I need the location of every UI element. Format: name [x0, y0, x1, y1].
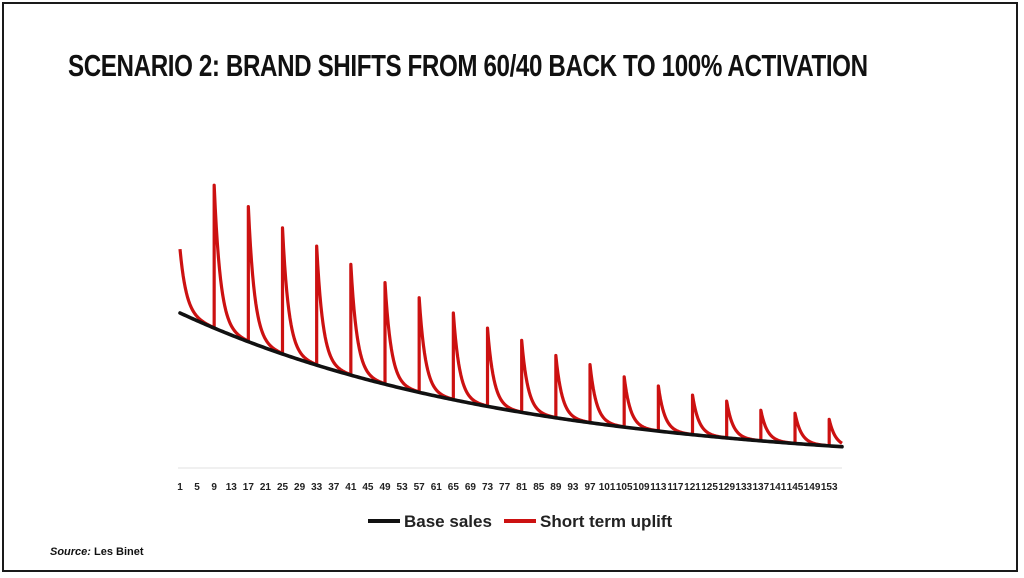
x-tick-label: 25	[277, 482, 289, 493]
source-prefix: Source:	[50, 546, 91, 558]
x-tick-label: 33	[311, 482, 323, 493]
x-axis-tick-labels: 1 5 9 13 17 21 25 29 33 37 41 45 49 53 57 61 65 69 73 77 81 8…	[177, 482, 838, 493]
x-tick-label: 153	[821, 482, 838, 493]
x-tick-label: 61	[431, 482, 443, 493]
x-tick-label: 93	[567, 482, 579, 493]
x-tick-label: 57	[414, 482, 426, 493]
line-chart: 1 5 9 13 17 21 25 29 33 37 41 45 49 53 57 61 65 69 73 77 81 8…	[177, 183, 844, 531]
x-tick-label: 45	[362, 482, 374, 493]
x-tick-label: 97	[584, 482, 596, 493]
x-tick-label: 81	[516, 482, 528, 493]
x-tick-label: 37	[328, 482, 340, 493]
x-tick-label: 129	[718, 482, 735, 493]
x-tick-label: 17	[243, 482, 255, 493]
x-tick-label: 29	[294, 482, 306, 493]
x-tick-label: 145	[787, 482, 804, 493]
x-tick-label: 113	[650, 482, 667, 493]
x-tick-label: 85	[533, 482, 545, 493]
legend-label-base-sales: Base sales	[404, 512, 492, 531]
x-tick-label: 9	[211, 482, 217, 493]
source-text: Les Binet	[94, 546, 144, 558]
x-tick-label: 89	[550, 482, 562, 493]
x-tick-label: 49	[379, 482, 391, 493]
x-tick-label: 137	[753, 482, 770, 493]
legend: Base sales Short term uplift	[368, 512, 673, 531]
x-tick-label: 121	[684, 482, 701, 493]
x-tick-label: 105	[616, 482, 633, 493]
x-tick-label: 13	[226, 482, 238, 493]
x-tick-label: 101	[599, 482, 616, 493]
series-line-short-term-uplift	[178, 183, 843, 448]
x-tick-label: 77	[499, 482, 511, 493]
x-tick-label: 117	[667, 482, 684, 493]
legend-label-short-term-uplift: Short term uplift	[540, 512, 673, 531]
x-tick-label: 141	[770, 482, 787, 493]
page-title: SCENARIO 2: BRAND SHIFTS FROM 60/40 BACK…	[68, 48, 868, 83]
x-tick-label: 5	[194, 482, 200, 493]
x-tick-label: 53	[397, 482, 409, 493]
x-tick-label: 109	[633, 482, 650, 493]
x-tick-label: 69	[465, 482, 477, 493]
source-note: Source: Les Binet	[50, 546, 144, 558]
x-tick-label: 149	[804, 482, 821, 493]
series-line-base-sales	[178, 311, 844, 449]
x-tick-label: 65	[448, 482, 460, 493]
slide: SCENARIO 2: BRAND SHIFTS FROM 60/40 BACK…	[2, 2, 1018, 572]
x-tick-label: 41	[345, 482, 357, 493]
x-tick-label: 73	[482, 482, 494, 493]
x-tick-label: 1	[177, 482, 183, 493]
x-tick-label: 21	[260, 482, 272, 493]
x-tick-label: 125	[701, 482, 718, 493]
x-tick-label: 133	[735, 482, 752, 493]
